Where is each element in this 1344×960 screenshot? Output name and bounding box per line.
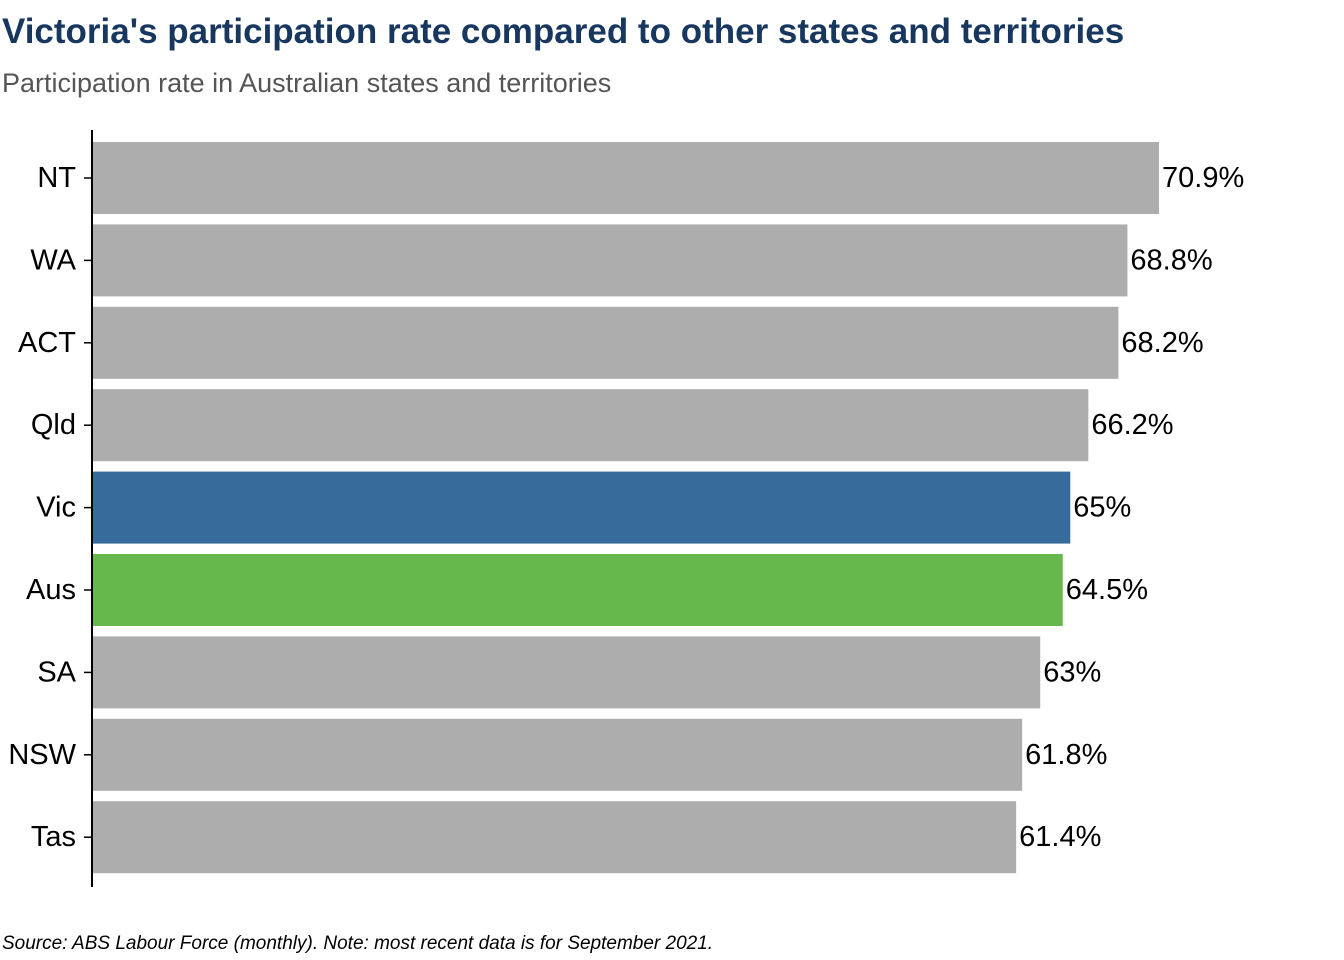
bar-nsw	[93, 719, 1022, 791]
y-tick-label: SA	[37, 656, 76, 688]
bar-wa	[93, 224, 1127, 296]
data-label: 64.5%	[1066, 574, 1148, 606]
data-label: 61.4%	[1019, 821, 1101, 853]
y-tick-label: Tas	[31, 821, 76, 853]
y-tick-label: NSW	[8, 739, 76, 771]
bar-tas	[93, 801, 1016, 873]
data-label: 63%	[1043, 656, 1101, 688]
bar-sa	[93, 636, 1040, 708]
data-label: 65%	[1073, 492, 1131, 524]
y-tick-label: NT	[37, 162, 76, 194]
data-label: 61.8%	[1025, 739, 1107, 771]
y-tick-label: Vic	[36, 492, 76, 524]
bar-vic	[93, 472, 1070, 544]
data-label: 68.8%	[1130, 244, 1212, 276]
data-label: 70.9%	[1162, 162, 1244, 194]
data-label: 68.2%	[1121, 327, 1203, 359]
y-tick-label: WA	[30, 244, 76, 276]
bar-act	[93, 307, 1118, 379]
bar-nt	[93, 142, 1159, 214]
data-label: 66.2%	[1091, 409, 1173, 441]
source-caption: Source: ABS Labour Force (monthly). Note…	[2, 933, 713, 955]
y-tick-label: Aus	[26, 574, 76, 606]
bar-qld	[93, 389, 1088, 461]
y-tick-label: Qld	[31, 409, 76, 441]
y-tick-label: ACT	[18, 327, 76, 359]
bar-aus	[93, 554, 1063, 626]
